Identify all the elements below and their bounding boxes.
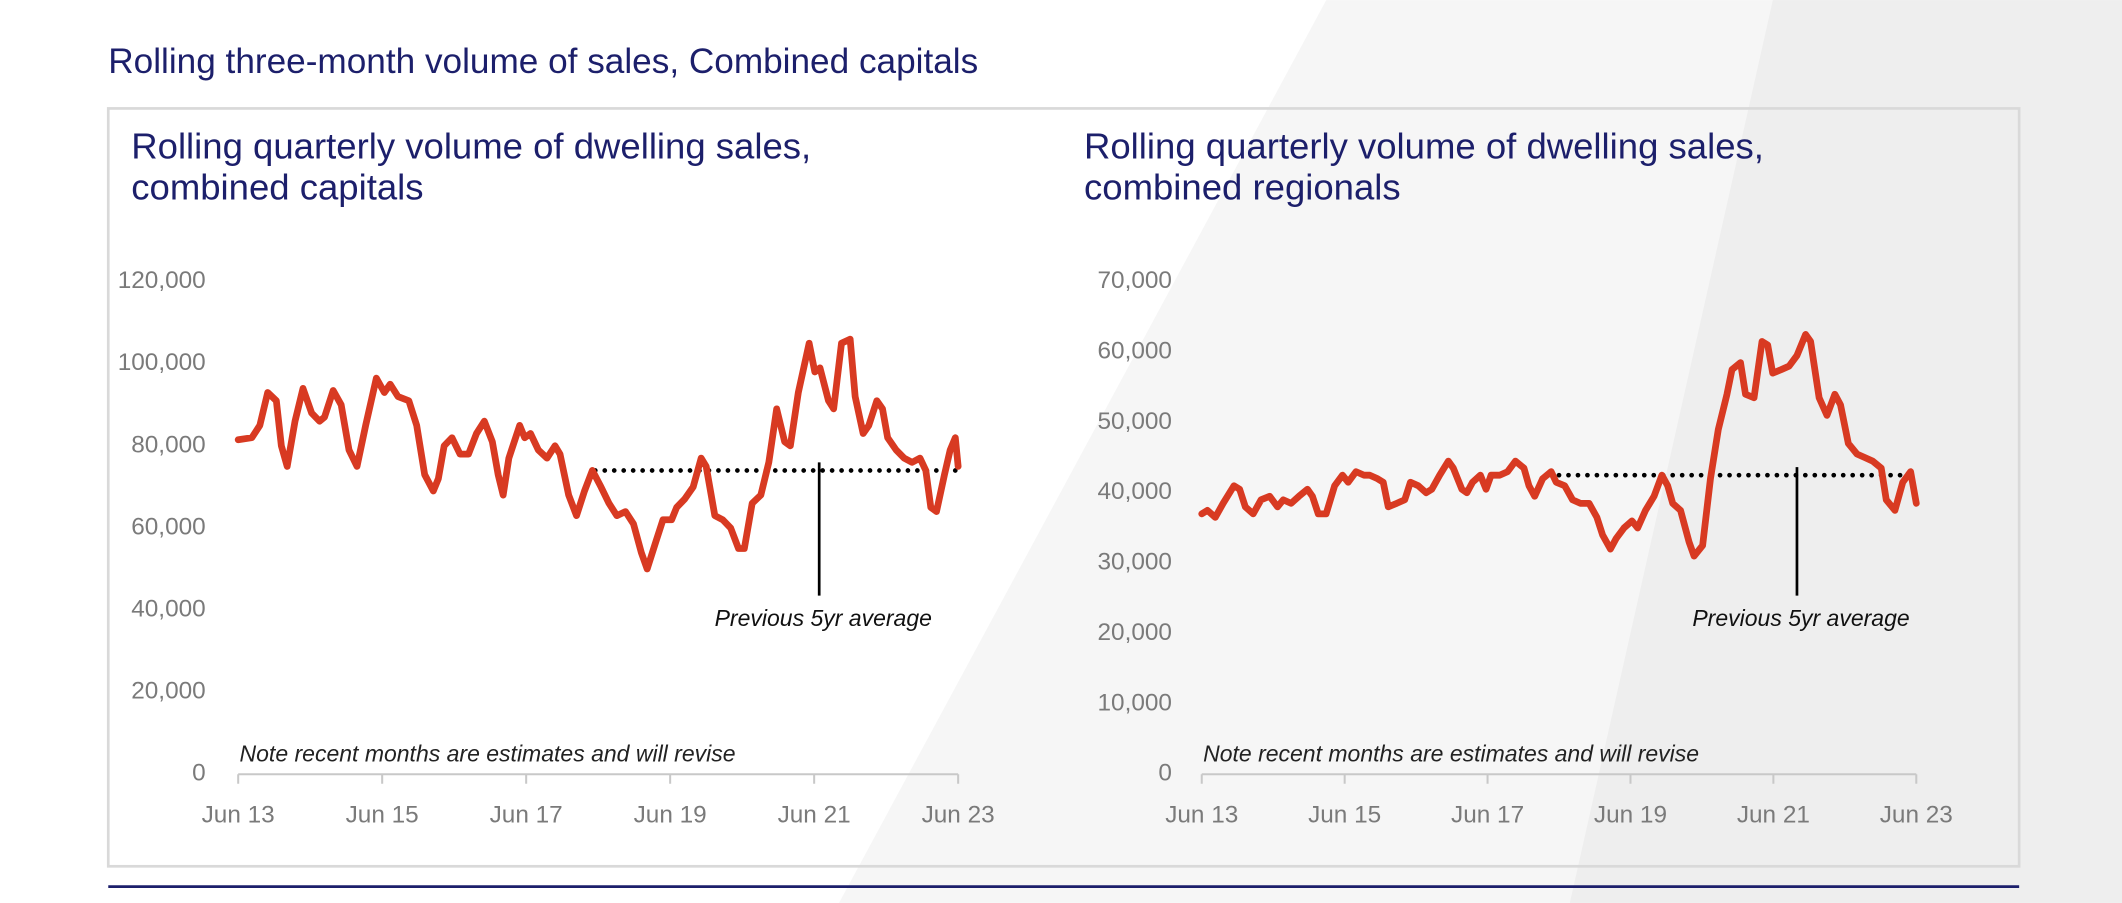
x-tick-label: Jun 19	[634, 802, 707, 829]
annotation-label: Previous 5yr average	[1692, 605, 1909, 631]
y-tick-label: 50,000	[1098, 408, 1172, 435]
y-tick-label: 0	[1158, 760, 1172, 787]
chart-title: Rolling quarterly volume of dwelling sal…	[131, 126, 811, 167]
x-tick-label: Jun 17	[490, 802, 563, 829]
annotation-label: Previous 5yr average	[715, 605, 932, 631]
x-tick-label: Jun 21	[1737, 802, 1810, 829]
y-tick-label: 60,000	[1098, 337, 1172, 364]
y-tick-label: 30,000	[1098, 549, 1172, 576]
chart-title: combined regionals	[1084, 166, 1401, 207]
y-tick-label: 20,000	[131, 678, 205, 705]
y-tick-label: 120,000	[118, 267, 206, 294]
y-tick-label: 100,000	[118, 349, 206, 376]
background-shape	[1569, 0, 2122, 903]
page-title: Rolling three-month volume of sales, Com…	[108, 42, 978, 81]
y-tick-label: 40,000	[131, 596, 205, 623]
panel-border	[106, 107, 2021, 868]
x-tick-label: Jun 13	[1165, 802, 1238, 829]
chart-title: Rolling quarterly volume of dwelling sal…	[1084, 126, 1764, 167]
note: Note recent months are estimates and wil…	[240, 740, 736, 766]
y-tick-label: 40,000	[1098, 478, 1172, 505]
y-tick-label: 60,000	[131, 513, 205, 540]
x-tick-label: Jun 19	[1594, 802, 1667, 829]
x-tick-label: Jun 21	[778, 802, 851, 829]
y-tick-label: 0	[192, 760, 206, 787]
x-tick-label: Jun 23	[922, 802, 995, 829]
data-line	[234, 335, 962, 573]
note: Note recent months are estimates and wil…	[1203, 740, 1699, 766]
y-tick-label: 70,000	[1098, 267, 1172, 294]
x-tick-label: Jun 15	[1308, 802, 1381, 829]
chart-title: combined capitals	[131, 166, 423, 207]
x-tick-label: Jun 13	[202, 802, 275, 829]
y-tick-label: 80,000	[131, 431, 205, 458]
y-tick-label: 10,000	[1098, 689, 1172, 716]
x-tick-label: Jun 23	[1880, 802, 1953, 829]
data-line	[1198, 331, 1920, 560]
y-tick-label: 20,000	[1098, 619, 1172, 646]
x-tick-label: Jun 15	[346, 802, 419, 829]
x-tick-label: Jun 17	[1451, 802, 1524, 829]
